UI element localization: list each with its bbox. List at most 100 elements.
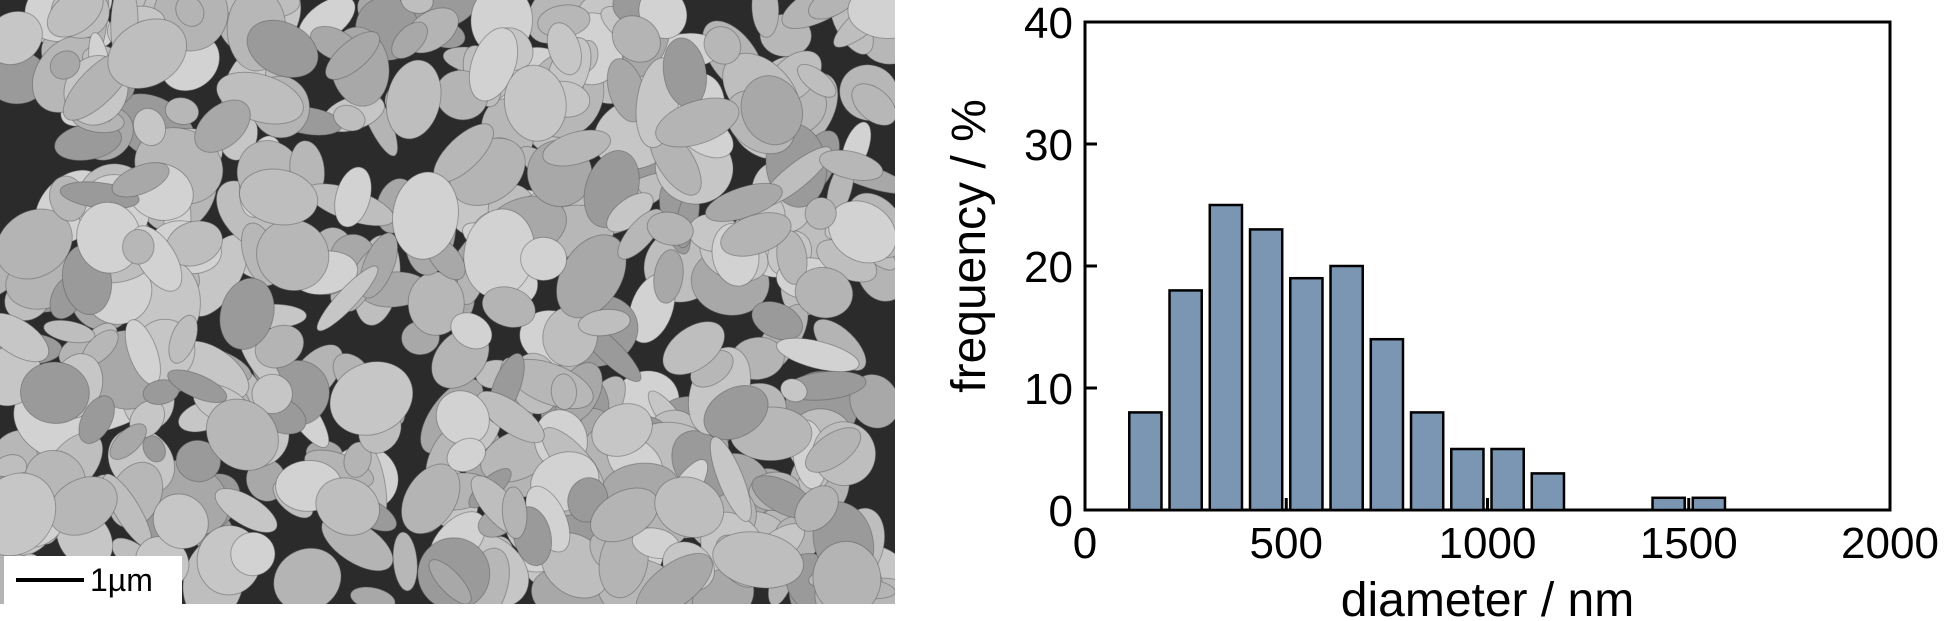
particle-grain <box>0 10 43 66</box>
particle-grain <box>740 75 803 146</box>
particle-grain <box>329 361 414 436</box>
particle-grain <box>794 266 854 319</box>
scale-bar: 1µm <box>4 556 182 604</box>
particle-grain <box>111 162 170 198</box>
histogram-bar <box>1530 472 1566 512</box>
particle-grain <box>334 166 372 228</box>
particle-grain <box>751 0 780 38</box>
particle-grain <box>392 171 459 260</box>
particle-grain <box>109 423 147 460</box>
particle-grain <box>230 531 276 577</box>
particle-grain <box>546 22 582 76</box>
x-tick-label: 1500 <box>1640 519 1738 568</box>
particle-grain <box>107 18 188 89</box>
x-tick-label: 2000 <box>1841 519 1939 568</box>
particle-grain <box>49 50 81 80</box>
particle-grain <box>214 488 278 533</box>
particle-grain <box>709 436 752 522</box>
particle-grain <box>819 149 884 181</box>
particle-grain <box>503 64 567 142</box>
particle-grain <box>256 219 330 292</box>
particle-grain <box>20 361 90 424</box>
particle-grain <box>273 547 342 604</box>
particle-grain <box>851 83 895 126</box>
particle-grain <box>703 385 769 441</box>
x-tick-label: 0 <box>1073 519 1097 568</box>
histogram-bar <box>1691 496 1727 512</box>
particle-grain <box>654 476 725 538</box>
particle-grain <box>591 403 653 457</box>
histogram-bar <box>1409 411 1445 512</box>
particle-grain <box>428 559 472 604</box>
histogram-panel: 0 500 1000 1500 2000 0 10 20 30 40 diameter / nm… <box>900 0 1949 621</box>
particle-grain <box>776 337 860 373</box>
particle-grain <box>251 373 293 415</box>
particle-grain <box>315 477 380 536</box>
histogram-bar <box>1248 228 1284 512</box>
particle-grain <box>385 59 442 140</box>
sem-micrograph: 1µm <box>0 0 895 604</box>
particle-grain <box>175 0 205 27</box>
particle-grain <box>812 540 882 604</box>
particle-grain <box>122 229 155 265</box>
histogram-bar <box>1490 447 1525 512</box>
particle-image <box>0 0 895 604</box>
particle-grain <box>481 286 536 328</box>
particle-grain <box>720 212 792 257</box>
particle-grain <box>132 107 167 147</box>
particle-grain <box>0 472 57 557</box>
particle-grain <box>501 486 528 540</box>
particle-grain <box>435 390 490 446</box>
particle-grain <box>175 439 222 483</box>
particle-grain <box>205 398 279 471</box>
particle-grain <box>520 236 568 282</box>
particle-grain <box>712 531 804 589</box>
particle-grain <box>796 63 837 98</box>
particle-grain <box>246 19 319 78</box>
particle-grain <box>703 26 742 65</box>
particle-grain <box>43 319 96 344</box>
particle-grain <box>254 324 305 369</box>
particle-grain <box>0 208 73 280</box>
particle-grain <box>407 271 465 336</box>
particle-grain <box>400 0 434 14</box>
particle-grain <box>646 211 694 246</box>
scale-bar-line <box>16 578 84 582</box>
y-axis-title: frequency / % <box>943 99 996 392</box>
y-tick-label: 10 <box>1024 365 1073 414</box>
x-tick-label: 1000 <box>1439 519 1537 568</box>
particle-grain <box>653 249 684 304</box>
y-tick-label: 40 <box>1024 0 1073 48</box>
particle-grain <box>391 21 429 60</box>
x-tick-label: 500 <box>1250 519 1323 568</box>
scale-bar-label: 1µm <box>90 562 153 598</box>
particle-grain <box>392 531 418 592</box>
particle-grain <box>662 321 725 376</box>
y-tick-label: 20 <box>1024 243 1073 292</box>
particle-grain <box>446 437 486 473</box>
histogram-bar <box>1208 203 1244 512</box>
particle-grain <box>751 301 803 341</box>
particle-grain <box>468 27 519 102</box>
y-tick-label: 0 <box>1049 487 1073 536</box>
particle-grain <box>219 277 275 350</box>
histogram-bar <box>1289 276 1324 512</box>
particle-grain <box>316 265 379 332</box>
particle-grain <box>542 129 612 167</box>
particle-grain <box>78 395 115 444</box>
particle-grain <box>46 0 104 38</box>
particle-grain <box>164 97 200 126</box>
particle-grain <box>847 0 895 40</box>
x-axis-title: diameter / nm <box>1341 574 1634 621</box>
histogram-bar <box>1168 289 1203 512</box>
histogram-chart: 0 500 1000 1500 2000 0 10 20 30 40 diameter / nm… <box>943 0 1939 621</box>
particle-grain <box>333 104 366 132</box>
particle-grain <box>805 427 862 473</box>
particle-grain <box>780 378 808 403</box>
bars <box>1128 203 1727 512</box>
histogram-bar <box>1369 337 1405 512</box>
particle-grain <box>577 308 631 337</box>
particle-grain <box>635 552 713 604</box>
histogram-bar <box>1651 496 1686 512</box>
particle-grain <box>152 493 209 550</box>
